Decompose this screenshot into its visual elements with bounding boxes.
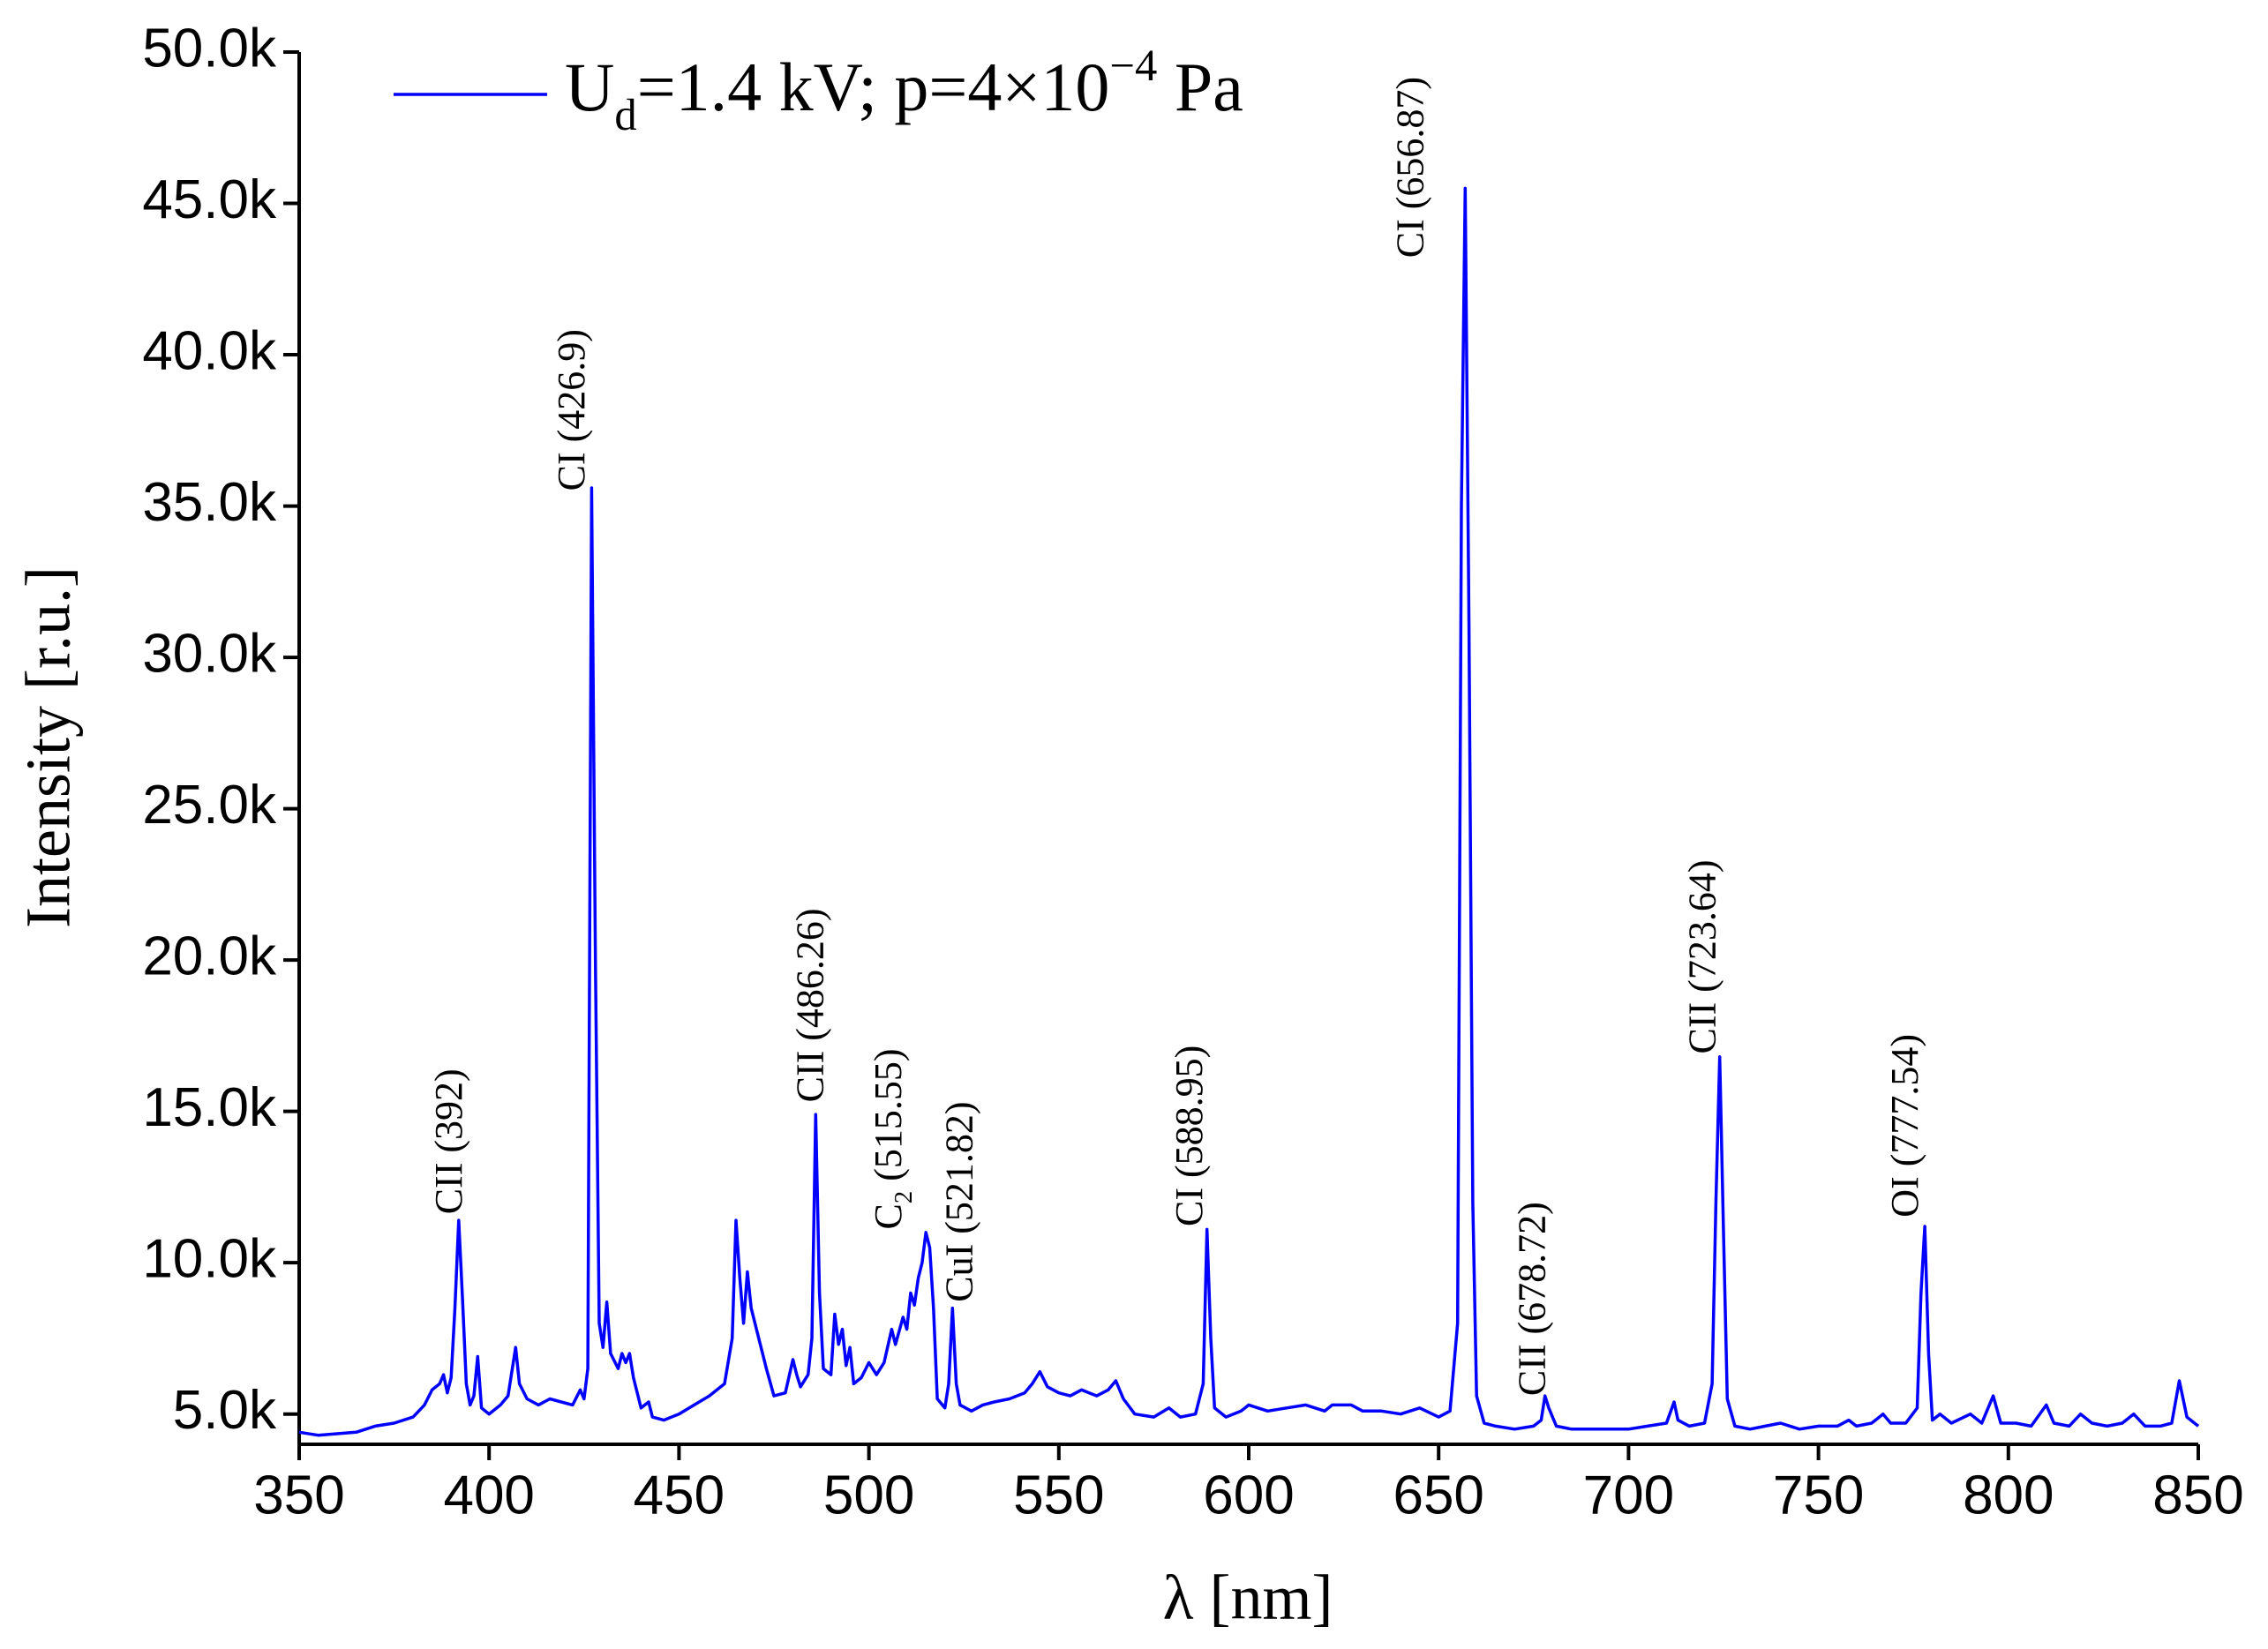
peak-label: CII (723.64) [1681,860,1724,1054]
text-part: −4 [1109,41,1157,90]
x-tick-label: 750 [1773,1465,1864,1525]
peak-label: CII (678.72) [1510,1202,1553,1396]
peak-label: OI (777.54) [1883,1034,1926,1218]
text-part: (515.55) [867,1048,910,1190]
y-tick-label: 20.0k [142,926,277,987]
y-tick-label: 15.0k [142,1077,277,1138]
peak-label: CI (426.9) [550,329,593,491]
text-part: Pa [1157,49,1243,125]
x-tick-label: 700 [1583,1465,1674,1525]
y-tick-label: 40.0k [142,320,277,381]
legend-label: Ud=1.4 kV; p=4×10−4 Pa [565,41,1243,139]
peak-label: CII (486.26) [789,908,832,1102]
x-axis-title: λ [nm] [1163,1563,1333,1633]
y-tick-label: 45.0k [142,169,277,230]
y-tick-label: 10.0k [142,1229,277,1290]
spectrum-line [298,186,2200,1437]
x-tick-label: 800 [1963,1465,2054,1525]
x-tick-label: 500 [823,1465,914,1525]
text-part: 2 [890,1191,918,1203]
peak-label: C2 (515.55) [867,1048,918,1229]
x-tick-label: 600 [1203,1465,1294,1525]
x-tick-label: 850 [2152,1465,2243,1525]
x-tick-label: 400 [443,1465,534,1525]
x-tick-label: 450 [634,1465,725,1525]
x-tick-label: 550 [1013,1465,1104,1525]
text-part: d [614,90,636,139]
x-tick-label: 350 [253,1465,344,1525]
y-axis-title: Intensity [r.u.] [13,566,84,928]
text-part: =1.4 kV; p=4×10 [637,49,1110,125]
y-tick-label: 30.0k [142,623,277,684]
peak-label: CI (588.95) [1168,1046,1211,1226]
peak-label: CI (656.87) [1389,77,1432,258]
peak-label: CuI (521.82) [937,1101,980,1301]
y-tick-label: 50.0k [142,18,277,79]
peak-label: CII (392) [427,1068,470,1214]
text-part: C [867,1203,910,1229]
y-tick-label: 35.0k [142,472,277,533]
y-tick-label: 5.0k [173,1380,277,1441]
y-tick-label: 25.0k [142,775,277,836]
x-tick-label: 650 [1393,1465,1483,1525]
text-part: U [565,49,614,125]
